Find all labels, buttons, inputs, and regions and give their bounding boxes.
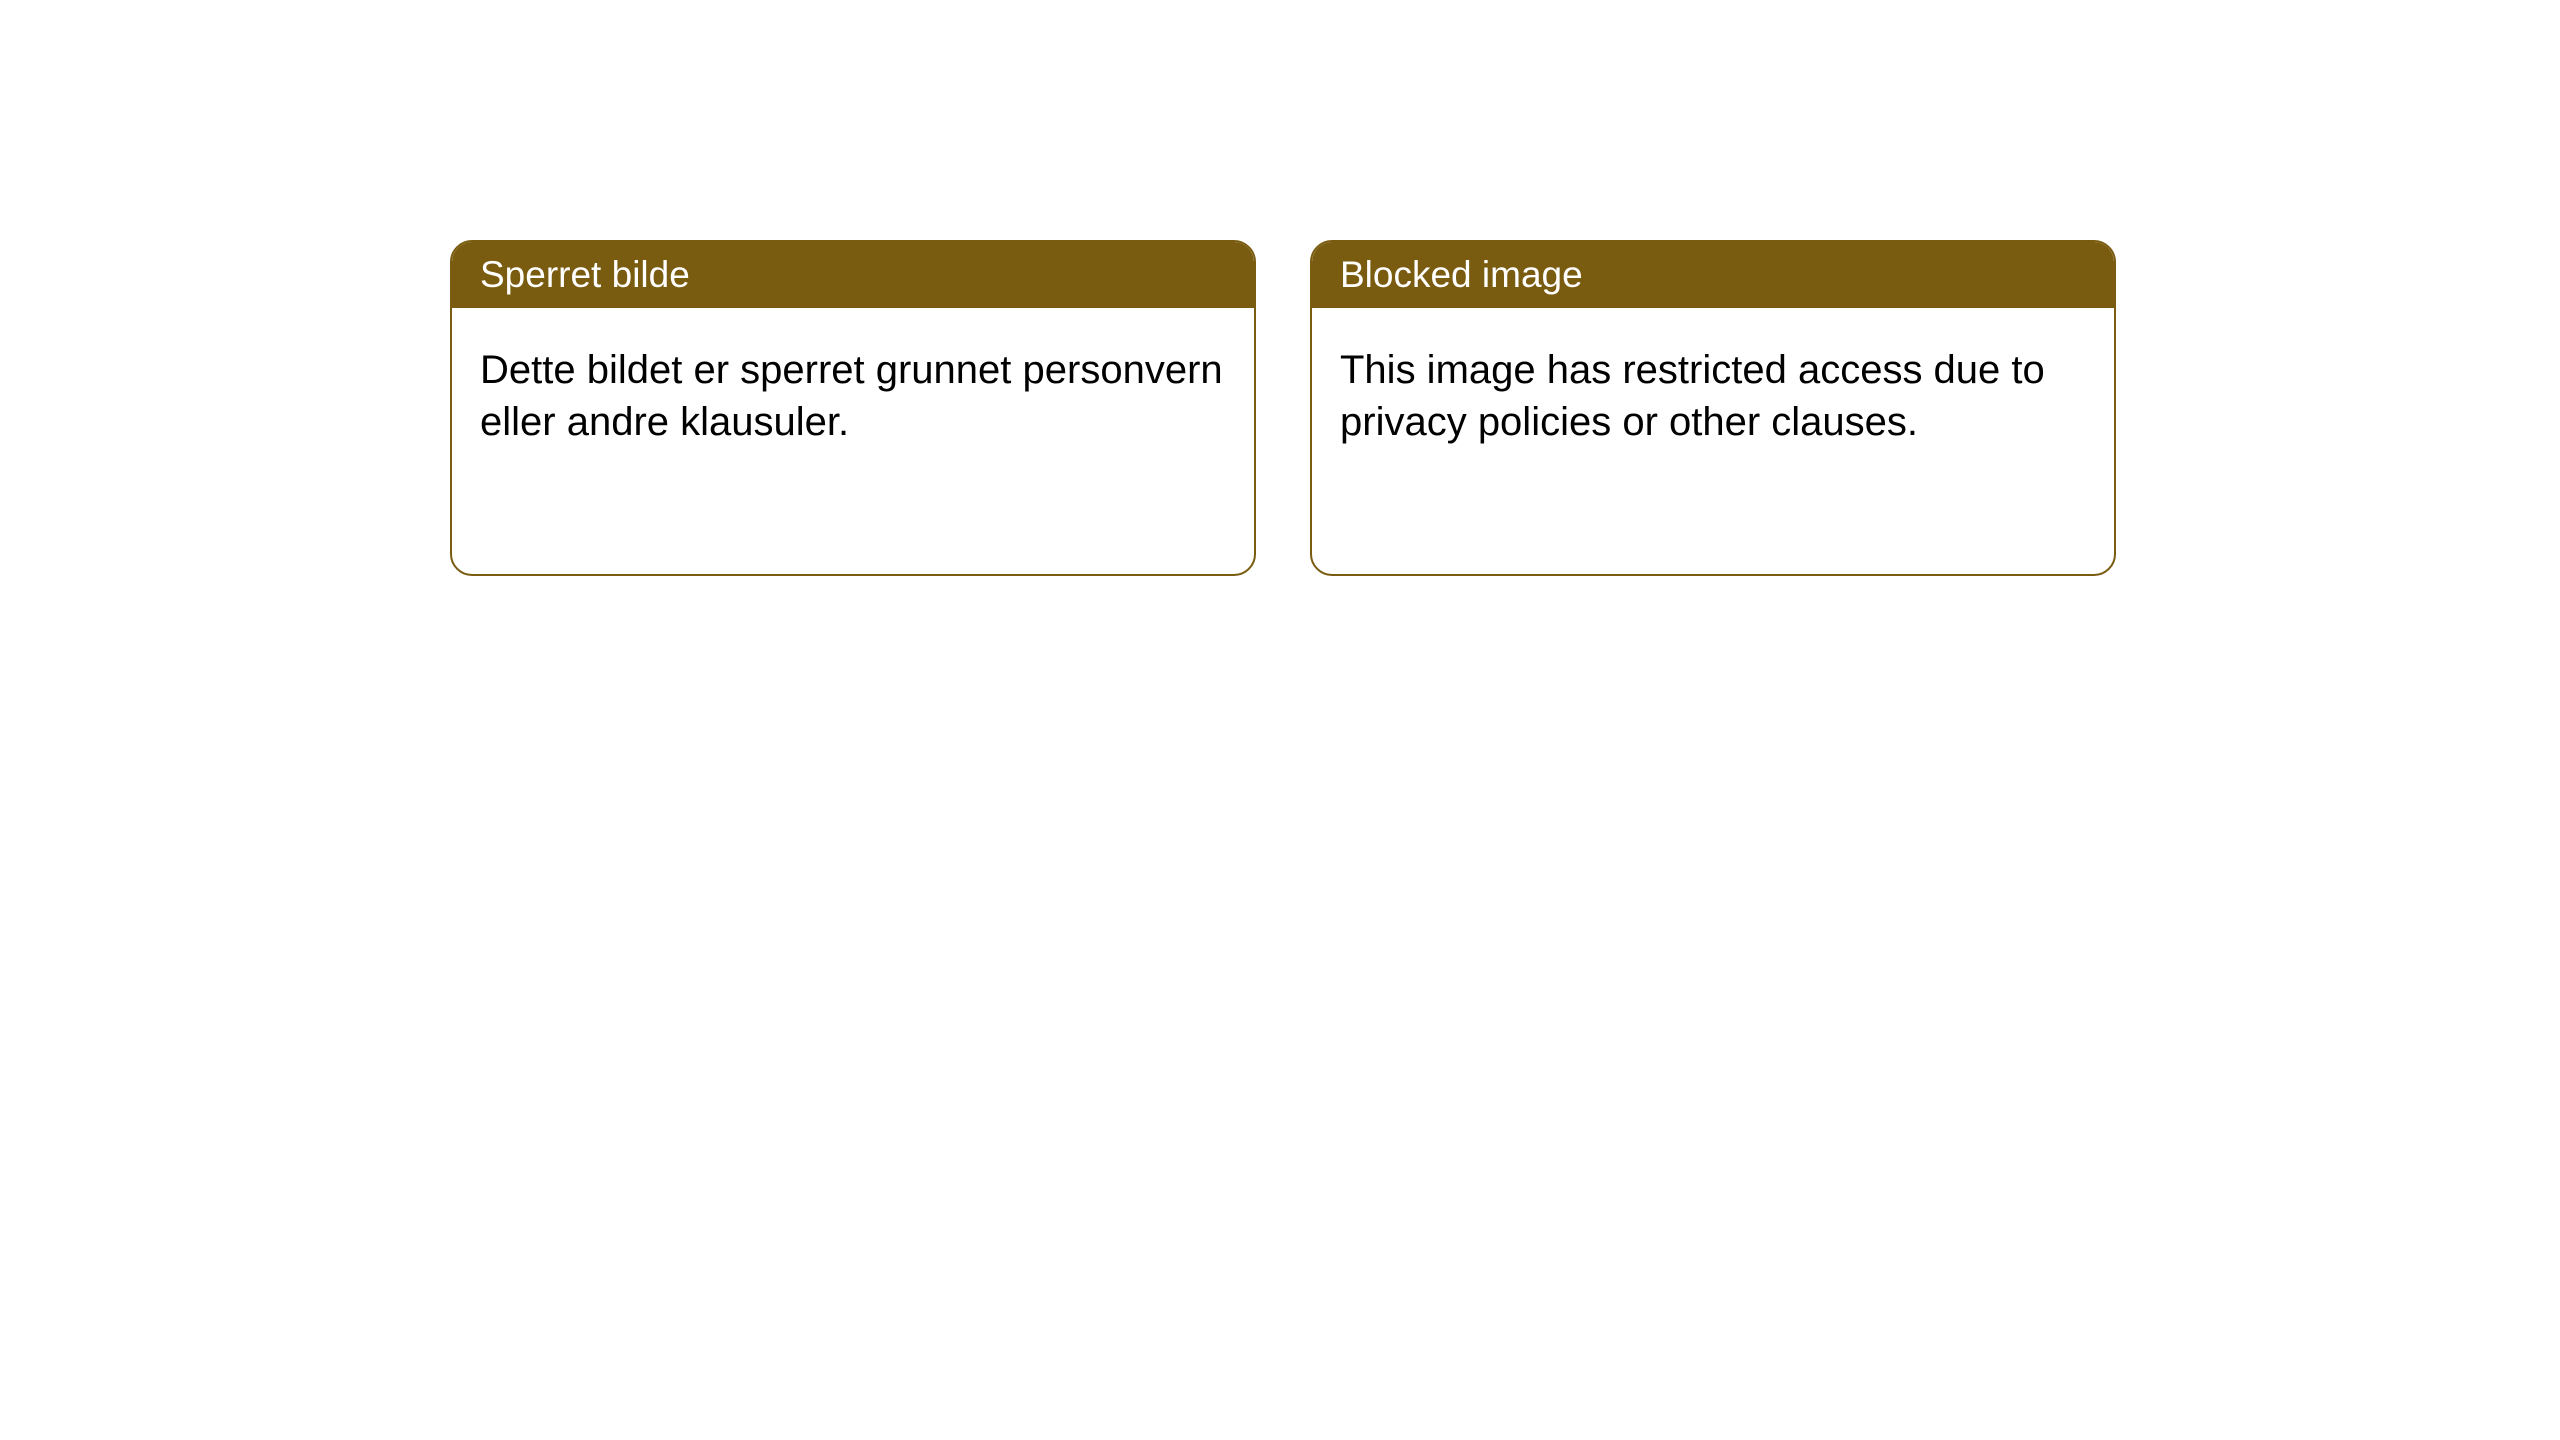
card-header: Sperret bilde [452,242,1254,308]
card-body-text: Dette bildet er sperret grunnet personve… [480,348,1223,444]
blocked-image-card-no: Sperret bilde Dette bildet er sperret gr… [450,240,1256,576]
notice-container: Sperret bilde Dette bildet er sperret gr… [0,0,2560,576]
card-body: This image has restricted access due to … [1312,308,2114,484]
card-body-text: This image has restricted access due to … [1340,348,2045,444]
blocked-image-card-en: Blocked image This image has restricted … [1310,240,2116,576]
card-title: Sperret bilde [480,254,690,295]
card-body: Dette bildet er sperret grunnet personve… [452,308,1254,484]
card-title: Blocked image [1340,254,1583,295]
card-header: Blocked image [1312,242,2114,308]
